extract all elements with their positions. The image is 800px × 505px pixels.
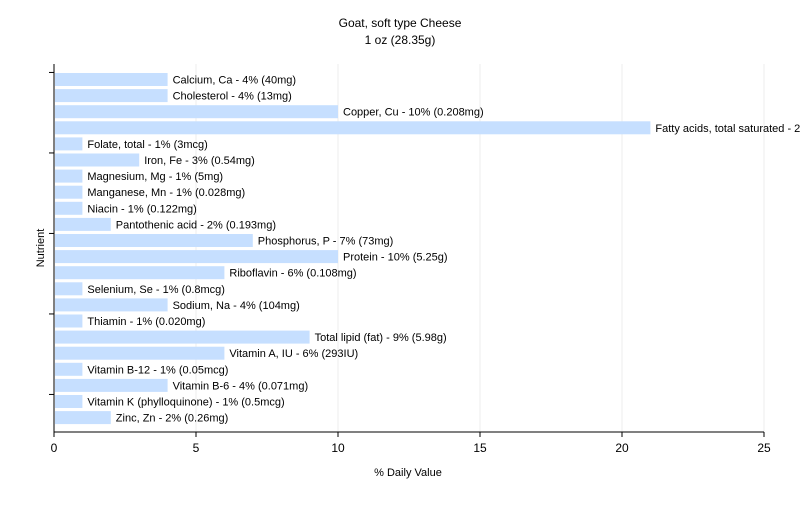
bar-label-12: Riboflavin - 6% (0.108mg) <box>229 268 356 280</box>
bar-label-3: Fatty acids, total saturated - 21% (4.13… <box>655 123 800 135</box>
bar-5 <box>55 153 140 167</box>
x-tick-label-25: 25 <box>757 441 771 455</box>
bar-2 <box>55 105 338 119</box>
bars <box>55 73 651 425</box>
chart-title: Goat, soft type Cheese <box>339 16 462 30</box>
bar-7 <box>55 185 83 199</box>
bar-labels: Calcium, Ca - 4% (40mg) Cholesterol - 4% … <box>87 75 800 425</box>
bar-label-9: Pantothenic acid - 2% (0.193mg) <box>116 219 276 231</box>
axes: 0 5 10 15 20 25 <box>49 64 771 455</box>
x-tick-label-15: 15 <box>473 441 487 455</box>
bar-20 <box>55 395 83 408</box>
bar-6 <box>55 169 83 183</box>
bar-label-21: Zinc, Zn - 2% (0.26mg) <box>116 413 228 425</box>
bar-label-5: Iron, Fe - 3% (0.54mg) <box>144 155 255 167</box>
chart-subtitle: 1 oz (28.35g) <box>365 33 436 47</box>
x-tick-label-10: 10 <box>331 441 345 455</box>
bar-10 <box>55 234 253 247</box>
bar-label-17: Vitamin A, IU - 6% (293IU) <box>229 348 358 360</box>
y-axis-label: Nutrient <box>35 229 47 268</box>
bar-21 <box>55 411 111 425</box>
bar-label-14: Sodium, Na - 4% (104mg) <box>173 300 300 312</box>
bar-label-15: Thiamin - 1% (0.020mg) <box>87 316 205 328</box>
bar-17 <box>55 346 225 360</box>
bar-label-0: Calcium, Ca - 4% (40mg) <box>173 75 296 87</box>
bar-label-19: Vitamin B-6 - 4% (0.071mg) <box>173 380 309 392</box>
bar-label-16: Total lipid (fat) - 9% (5.98g) <box>315 332 447 344</box>
bar-1 <box>55 89 168 103</box>
bar-label-20: Vitamin K (phylloquinone) - 1% (0.5mcg) <box>87 397 284 409</box>
x-tick-label-5: 5 <box>193 441 200 455</box>
grid-lines <box>195 64 765 432</box>
bar-11 <box>55 250 338 264</box>
bar-12 <box>55 266 225 280</box>
bar-18 <box>55 362 83 376</box>
bar-label-18: Vitamin B-12 - 1% (0.05mcg) <box>87 364 228 376</box>
bar-3 <box>55 121 651 135</box>
bar-4 <box>55 137 83 151</box>
bar-label-7: Manganese, Mn - 1% (0.028mg) <box>87 187 245 199</box>
x-tick-label-20: 20 <box>615 441 629 455</box>
bar-16 <box>55 330 310 344</box>
x-tick-label-0: 0 <box>51 441 58 455</box>
bar-8 <box>55 201 83 215</box>
bar-label-11: Protein - 10% (5.25g) <box>343 252 448 264</box>
bar-19 <box>55 378 168 392</box>
bar-label-8: Niacin - 1% (0.122mg) <box>87 203 196 215</box>
bar-label-4: Folate, total - 1% (3mcg) <box>87 139 207 151</box>
bar-label-6: Magnesium, Mg - 1% (5mg) <box>87 171 223 183</box>
x-axis-label: % Daily Value <box>374 467 442 479</box>
bar-9 <box>55 217 111 231</box>
bar-14 <box>55 298 168 312</box>
bar-label-10: Phosphorus, P - 7% (73mg) <box>258 236 394 248</box>
bar-label-2: Copper, Cu - 10% (0.208mg) <box>343 107 484 119</box>
bar-label-1: Cholesterol - 4% (13mg) <box>173 91 292 103</box>
bar-0 <box>55 73 168 86</box>
bar-label-13: Selenium, Se - 1% (0.8mcg) <box>87 284 225 296</box>
bar-15 <box>55 314 83 328</box>
bar-13 <box>55 282 83 296</box>
